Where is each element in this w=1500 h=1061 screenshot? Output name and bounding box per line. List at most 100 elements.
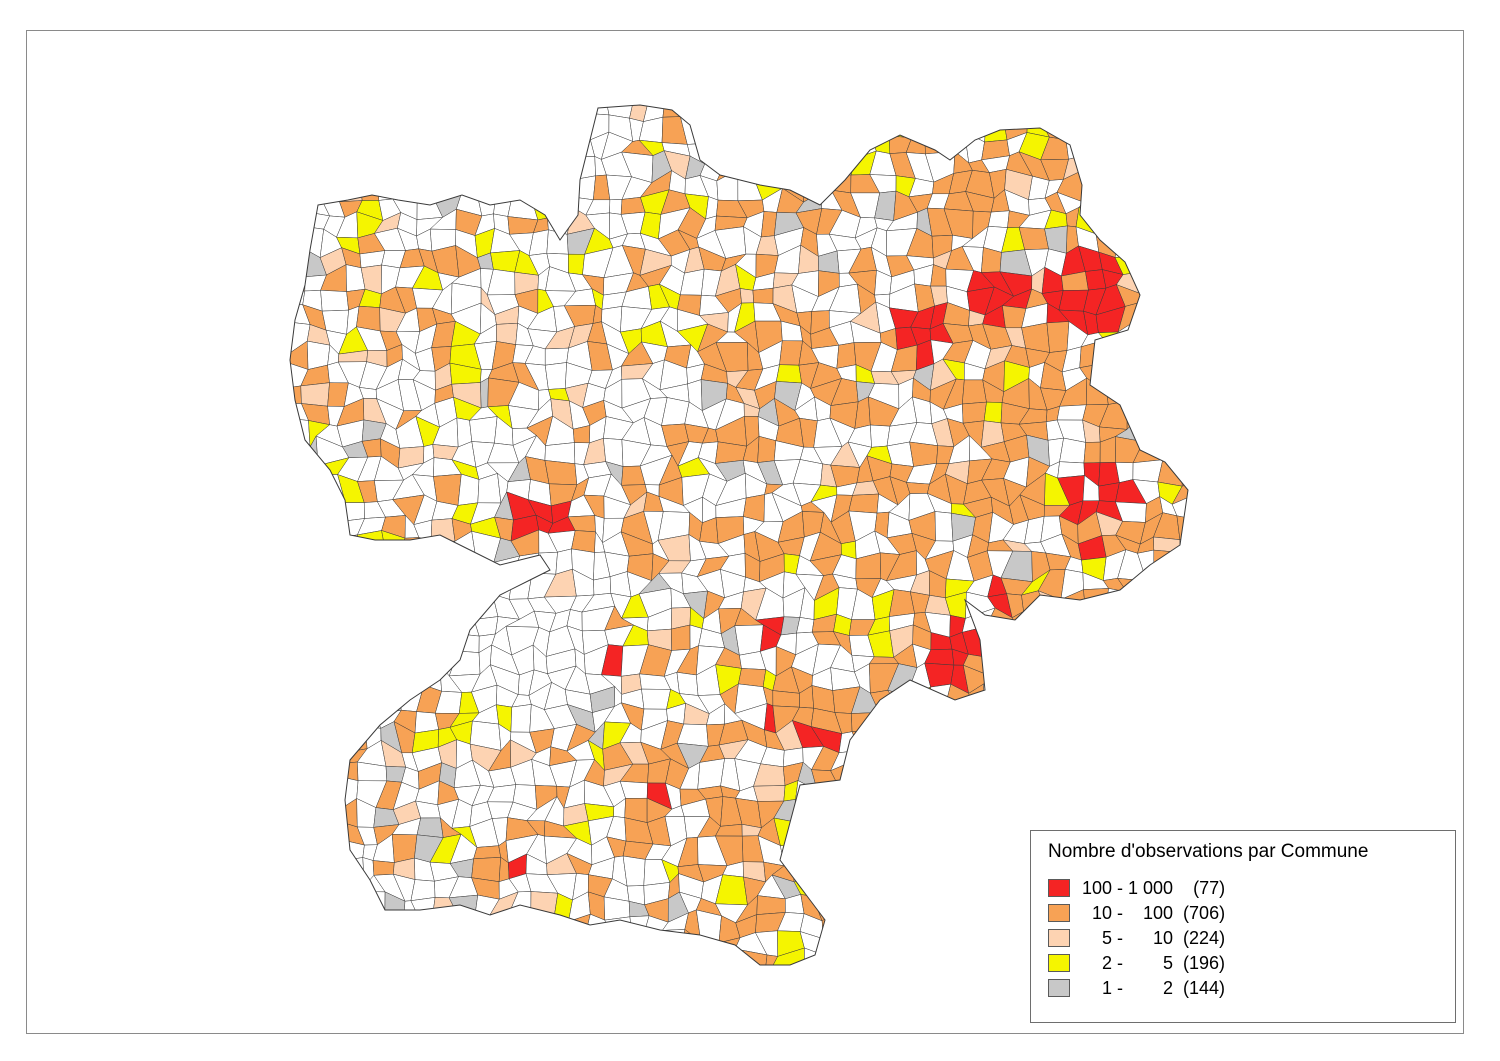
commune — [290, 417, 311, 448]
commune — [454, 991, 478, 1014]
commune — [290, 210, 305, 234]
commune — [1078, 156, 1109, 172]
commune — [394, 932, 425, 959]
commune — [1022, 783, 1045, 809]
commune — [290, 796, 305, 823]
commune — [1193, 778, 1220, 808]
commune — [744, 990, 760, 1011]
commune — [984, 723, 1003, 752]
commune — [555, 175, 569, 197]
commune — [469, 416, 498, 444]
commune — [290, 552, 311, 578]
commune — [1155, 283, 1184, 306]
commune — [534, 137, 556, 156]
commune — [814, 804, 843, 829]
commune — [1100, 681, 1118, 710]
commune — [890, 952, 919, 965]
commune — [586, 930, 612, 961]
commune — [410, 105, 441, 124]
commune — [509, 119, 537, 146]
commune — [325, 761, 345, 789]
commune — [1139, 194, 1167, 220]
commune — [889, 922, 908, 939]
map-legend: Nombre d'observations par Commune 100 - … — [1030, 830, 1456, 1023]
commune — [1019, 685, 1043, 714]
commune — [1175, 682, 1188, 714]
commune — [1134, 301, 1164, 335]
commune — [837, 113, 860, 143]
commune — [1058, 686, 1081, 708]
commune — [448, 894, 479, 922]
commune — [316, 952, 349, 965]
commune — [990, 855, 1015, 886]
commune — [1178, 168, 1188, 190]
commune — [717, 973, 746, 997]
commune — [855, 929, 875, 962]
commune — [1183, 283, 1188, 317]
commune — [530, 912, 556, 944]
commune — [1156, 175, 1185, 203]
commune — [566, 929, 589, 961]
commune — [1125, 631, 1144, 658]
commune — [818, 150, 843, 175]
commune — [1019, 665, 1044, 688]
commune — [962, 379, 987, 405]
commune — [609, 949, 626, 965]
commune — [373, 151, 405, 179]
commune — [830, 972, 852, 998]
commune — [853, 895, 879, 922]
commune — [717, 121, 742, 145]
commune — [780, 845, 804, 867]
commune — [1002, 648, 1034, 668]
commune — [621, 973, 647, 995]
commune — [432, 630, 459, 654]
commune — [322, 568, 346, 597]
commune — [338, 590, 367, 619]
commune — [510, 704, 532, 733]
commune — [1178, 187, 1188, 220]
commune — [629, 915, 650, 943]
commune — [889, 890, 916, 923]
commune — [566, 958, 594, 965]
commune — [857, 860, 878, 879]
commune — [382, 591, 406, 619]
commune — [430, 130, 461, 165]
commune — [376, 986, 404, 1011]
commune — [887, 757, 919, 787]
commune — [1040, 665, 1061, 688]
commune — [1159, 590, 1175, 616]
commune — [1078, 132, 1104, 162]
commune — [297, 156, 330, 181]
commune — [926, 105, 957, 119]
commune — [316, 704, 343, 730]
commune — [1001, 705, 1027, 732]
commune — [961, 837, 996, 862]
commune — [697, 941, 725, 957]
commune — [1084, 606, 1107, 637]
commune — [1076, 761, 1109, 784]
commune — [1151, 245, 1185, 270]
commune — [697, 997, 722, 1018]
commune — [1138, 797, 1166, 826]
legend-swatch — [1048, 904, 1070, 922]
commune — [957, 990, 975, 1018]
commune — [1153, 575, 1175, 601]
legend-swatch — [1048, 979, 1070, 997]
commune — [993, 990, 1008, 1018]
commune — [840, 778, 854, 807]
commune — [1102, 363, 1126, 393]
commune — [530, 891, 559, 924]
commune — [963, 910, 990, 942]
commune — [529, 151, 556, 177]
commune — [917, 993, 933, 1011]
commune — [796, 133, 821, 163]
commune — [972, 706, 987, 725]
commune — [819, 968, 840, 999]
commune — [1195, 402, 1223, 427]
commune — [471, 857, 501, 882]
commune — [717, 132, 740, 162]
commune — [320, 776, 344, 810]
commune — [1137, 664, 1162, 695]
commune — [1057, 630, 1087, 655]
commune — [325, 521, 343, 543]
